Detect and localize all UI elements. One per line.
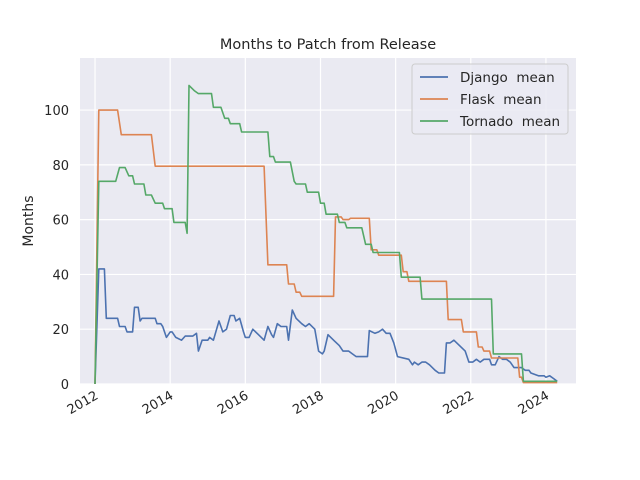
legend: Django mean Flask mean Tornado mean: [411, 63, 569, 135]
series-line-2: [94, 84, 558, 385]
x-tick-label: 2018: [290, 388, 326, 418]
x-tick-label: 2014: [140, 388, 176, 418]
series-line-1: [94, 109, 558, 385]
x-tick-label: 2016: [215, 388, 251, 418]
legend-label: Tornado mean: [459, 114, 560, 130]
series-layer: [94, 84, 558, 385]
x-tick-label: 2022: [441, 388, 477, 418]
y-tick-label: 60: [52, 214, 69, 229]
y-axis-label: Months: [21, 195, 37, 246]
y-tick-label: 20: [52, 323, 69, 338]
y-axis-ticks: 0 20 40 60 80 100: [44, 104, 69, 393]
y-tick-label: 80: [52, 159, 69, 174]
x-tick-label: 2012: [65, 388, 101, 418]
x-axis-ticks: 2012 2014 2016 2018 2020 2022 2024: [65, 388, 552, 418]
legend-label: Flask mean: [460, 92, 542, 108]
x-tick-label: 2024: [516, 388, 552, 418]
y-tick-label: 40: [52, 268, 69, 283]
grid: [80, 58, 576, 385]
legend-label: Django mean: [460, 70, 555, 86]
y-tick-label: 0: [61, 378, 69, 393]
series-line-0: [94, 268, 558, 385]
x-tick-label: 2020: [365, 388, 401, 418]
legend-box: [411, 63, 569, 135]
y-tick-label: 100: [44, 104, 69, 119]
chart-title: Months to Patch from Release: [220, 37, 436, 53]
